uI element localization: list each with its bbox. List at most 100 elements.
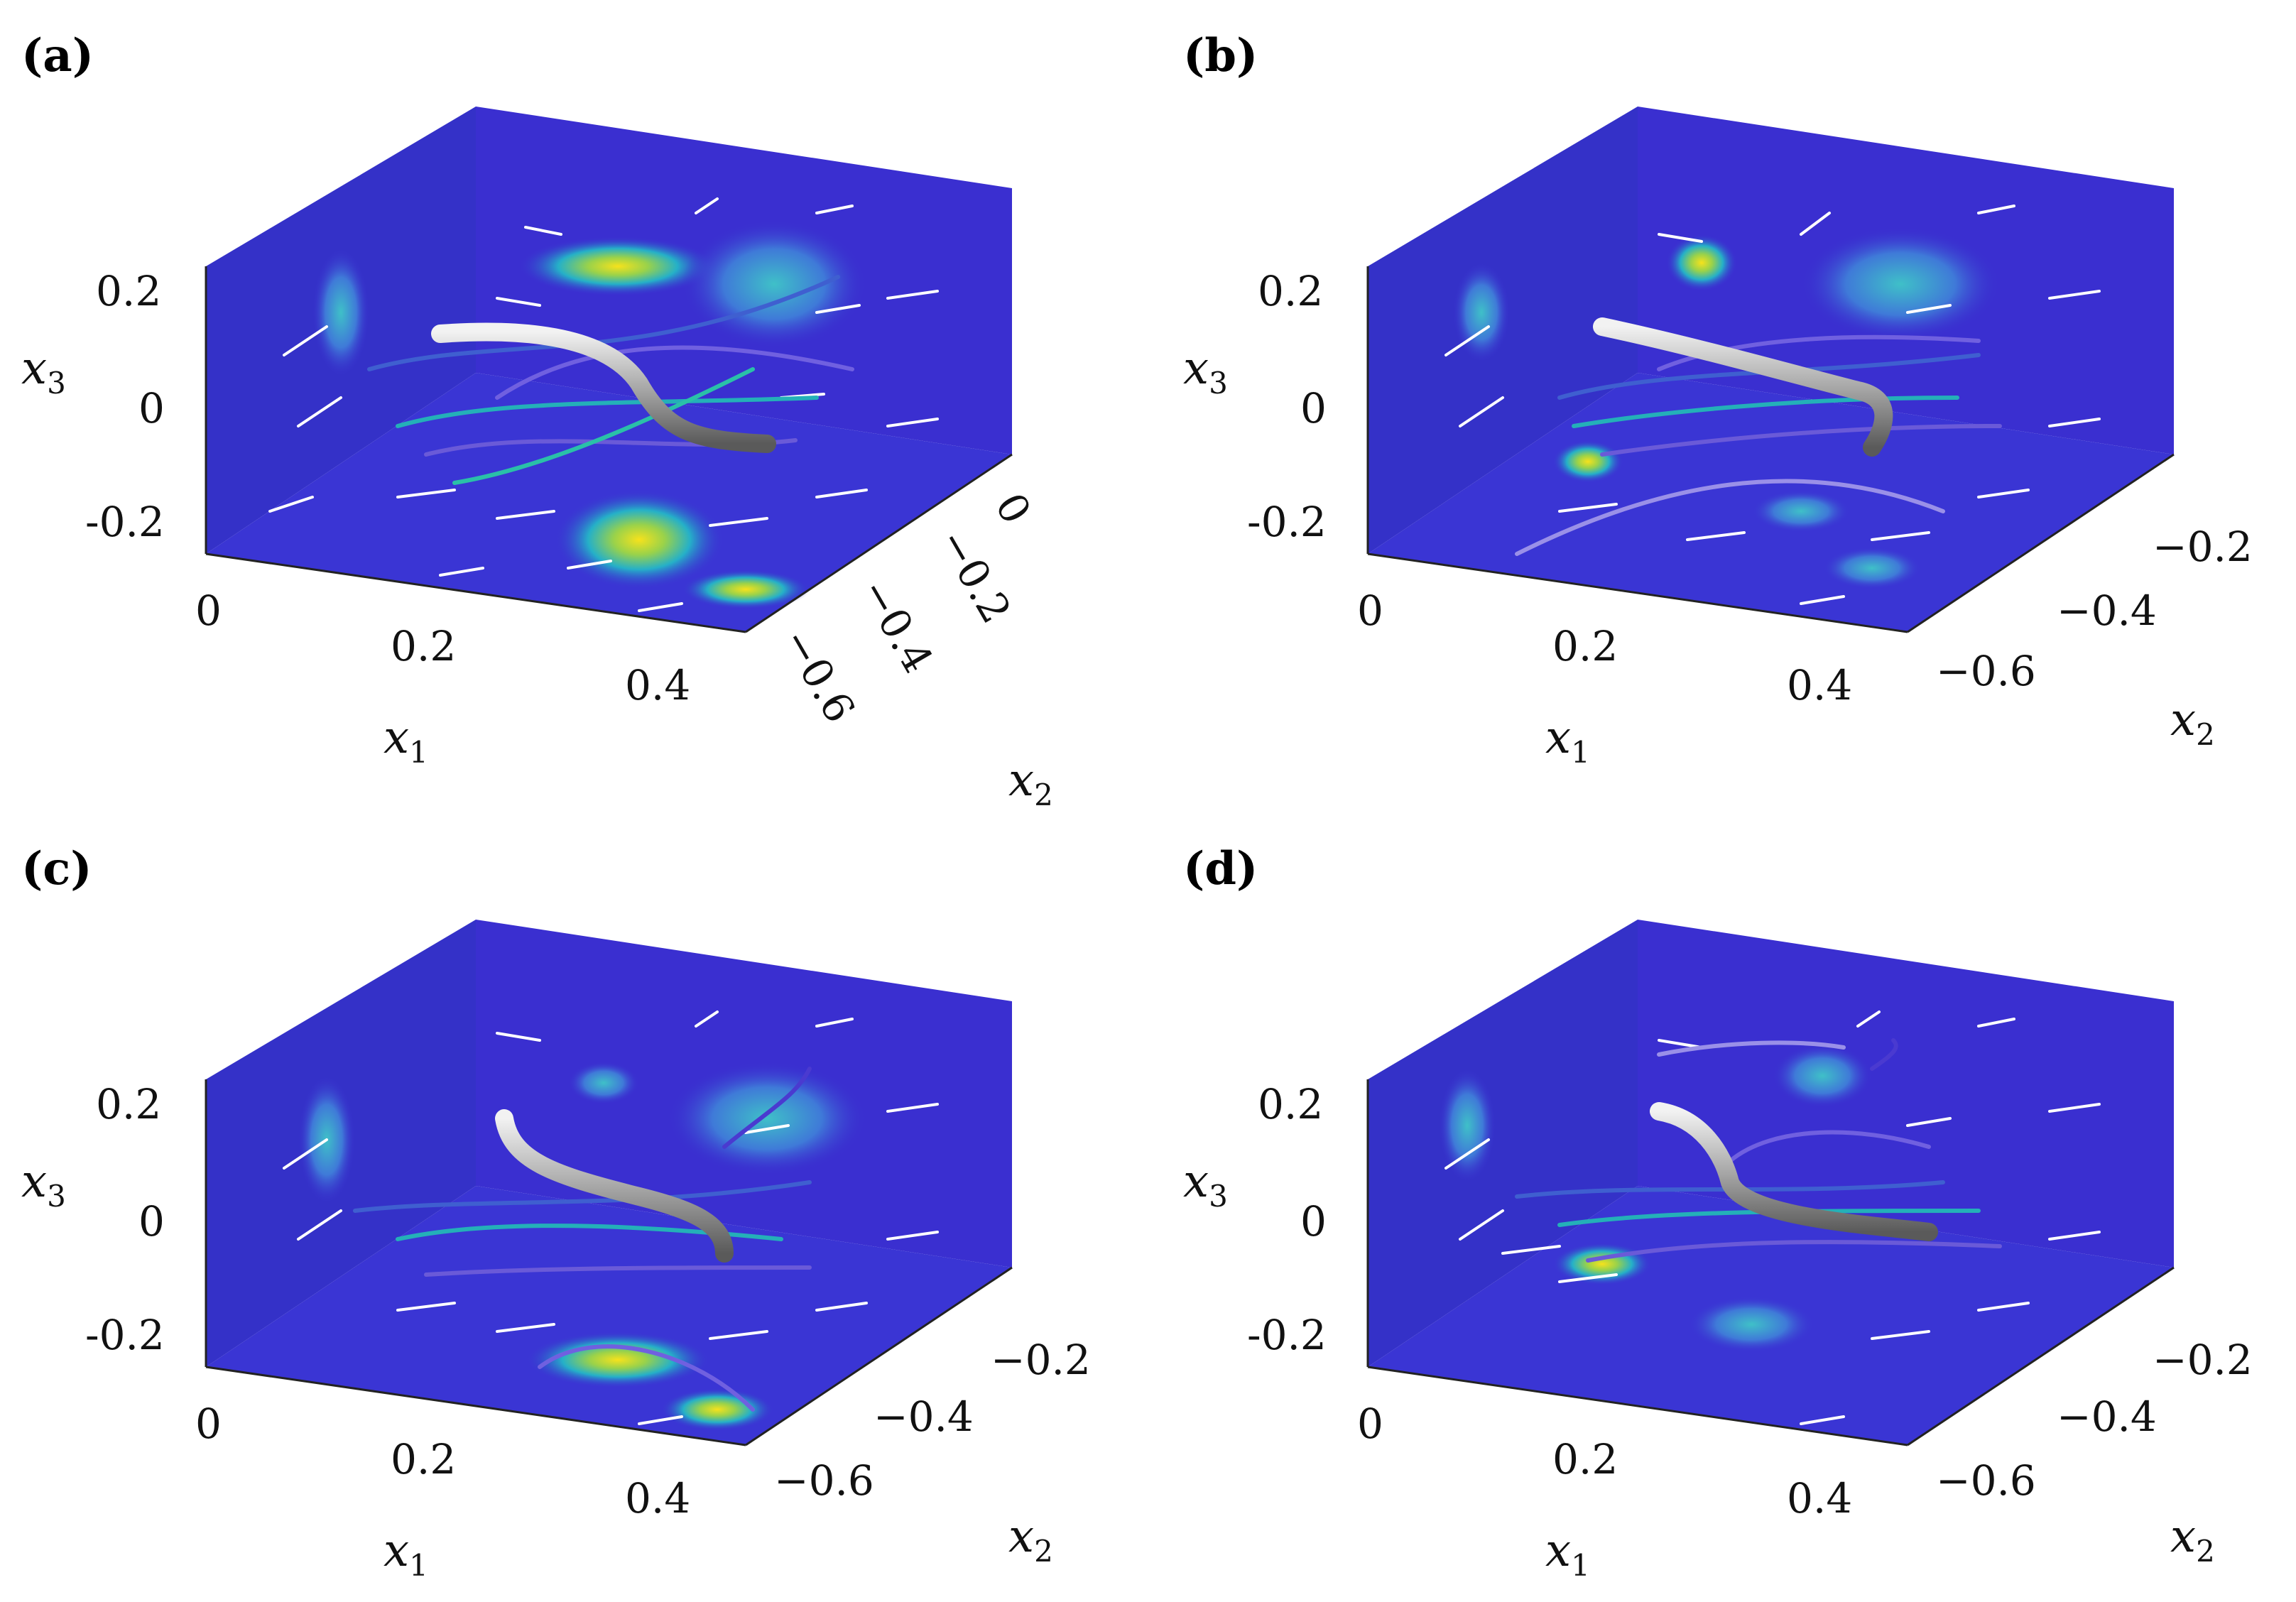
x2-axis-label: x2 [2170,1510,2215,1569]
density-hotspot [526,1331,710,1388]
density-hotspot [568,1062,639,1104]
side-wall [1368,920,1638,1367]
x2-tick-label: −0.6 [774,1456,874,1505]
x3-tick-label: 0 [138,1197,165,1246]
density-hotspot [660,1388,774,1431]
density-hotspot [1439,1069,1496,1182]
density-hotspot [668,1062,866,1175]
x3-tick-label: 0 [138,384,165,432]
x1-tick-label: 0 [1357,1400,1383,1448]
filament [495,1109,734,1263]
density-hotspot [312,249,369,376]
x3-axis-label: x3 [21,342,66,400]
x1-tick-label: 0.4 [625,661,690,709]
axes [1366,1079,2175,1446]
filament [1650,1102,1938,1241]
arrow-field [283,1010,939,1425]
x2-axis-label: x2 [1008,1510,1053,1569]
panel-label: (b) [1183,29,1258,82]
plot-box [1368,920,2174,1445]
density-hotspot [1801,227,2000,341]
panel-label: (c) [21,842,92,895]
filament [431,322,776,453]
x2-axis-label: x2 [1008,754,1053,812]
x2-tick-label: −0.6 [773,620,864,731]
x1-tick-label: 0.2 [391,1435,456,1483]
x3-tick-label: -0.2 [1247,498,1327,546]
x1-axis-label: x1 [383,1525,428,1583]
density-hotspot [1773,1044,1872,1108]
x3-axis-label: x3 [1183,1155,1228,1214]
x3-ticks: 0.2 0 -0.2 [85,267,165,546]
x3-tick-label: 0.2 [96,267,161,315]
x2-tick-label: −0.2 [2153,1336,2253,1384]
x1-ticks: 0 0.2 0.4 [195,587,690,709]
x2-tick-label: −0.6 [1936,1456,2036,1505]
density-hotspot [1687,1296,1815,1353]
x2-tick-label: −0.6 [1936,647,2036,695]
x1-tick-label: 0 [1357,587,1383,635]
panel-c: (c) [21,842,1091,1583]
x3-tick-label: 0 [1300,1197,1327,1246]
panel-d: (d) [1183,842,2253,1583]
axes [1366,266,2175,633]
x3-tick-label: 0.2 [1258,1080,1323,1128]
streamlines [1515,334,2002,556]
panel-label: (d) [1183,842,1258,895]
x3-tick-label: -0.2 [1247,1311,1327,1359]
x3-axis-label: x3 [21,1155,66,1214]
x2-ticks: −0.2 −0.4 −0.6 [1936,1336,2253,1505]
x2-axis-label: x2 [2170,694,2215,752]
x1-tick-label: 0.2 [391,622,456,670]
x1-tick-label: 0.4 [1787,1474,1852,1522]
x3-tick-label: 0.2 [96,1080,161,1128]
x2-tick-label: −0.2 [2153,523,2253,571]
arrow-field [1444,1010,2101,1425]
density-hotspot [1751,490,1851,533]
floor [206,1186,1012,1445]
x2-ticks: −0.2 −0.4 −0.6 [774,1336,1091,1505]
filament [1593,317,1893,457]
x1-ticks: 0 0.2 0.4 [195,1400,690,1522]
plot-box [1368,107,2174,632]
x1-ticks: 0 0.2 0.4 [1357,1400,1852,1522]
streamlines [1515,1038,2002,1263]
x1-axis-label: x1 [383,712,428,770]
x1-tick-label: 0 [195,1400,222,1448]
density-hotspot [1552,440,1623,483]
x2-tick-label: −0.2 [991,1336,1091,1384]
x2-tick-label: −0.4 [2057,1393,2157,1441]
x3-ticks: 0.2 0 -0.2 [85,1080,165,1359]
density-hotspot [554,490,724,589]
x3-ticks: 0.2 0 -0.2 [1247,267,1327,546]
plot-box [206,920,1012,1445]
x3-tick-label: 0 [1300,384,1327,432]
axes [205,266,1013,633]
density-hotspot [1822,547,1922,589]
panel-b: (b) [1183,29,2253,770]
x3-tick-label: 0.2 [1258,267,1323,315]
density-hotspot [1666,234,1737,291]
x1-tick-label: 0.4 [1787,661,1852,709]
density-hotspot [1453,263,1510,362]
x1-axis-label: x1 [1545,1525,1590,1583]
density-hotspot [682,220,866,348]
panel-label: (a) [21,29,94,82]
plot-box [206,107,1012,632]
density-hotspot [518,236,717,296]
x3-ticks: 0.2 0 -0.2 [1247,1080,1327,1359]
x2-ticks: −0.2 −0.4 −0.6 [1936,523,2253,695]
x2-tick-label: −0.4 [2057,587,2157,635]
x1-tick-label: 0 [195,587,222,635]
x1-axis-label: x1 [1545,712,1590,770]
x2-tick-label: 0 [986,485,1040,532]
x3-axis-label: x3 [1183,342,1228,400]
arrow-field [1444,205,2101,605]
x3-tick-label: -0.2 [85,1311,165,1359]
x1-tick-label: 0.2 [1552,622,1618,670]
axes [205,1079,1013,1446]
density-hotspot [1552,1243,1652,1285]
x1-ticks: 0 0.2 0.4 [1357,587,1852,709]
x2-tick-label: −0.2 [929,521,1021,631]
